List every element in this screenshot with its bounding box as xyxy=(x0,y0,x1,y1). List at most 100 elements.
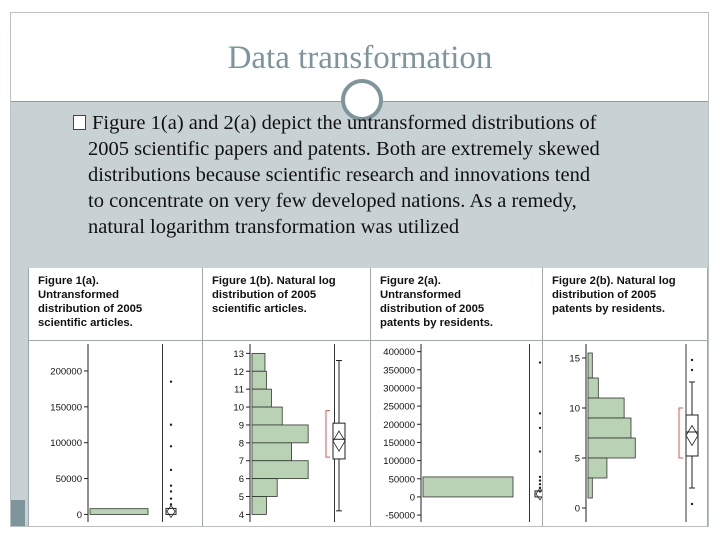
histogram-bar xyxy=(587,417,632,439)
y-tick-label: 10 xyxy=(569,404,580,415)
outlier-point xyxy=(169,380,173,383)
caption-line: scientific articles. xyxy=(38,317,133,329)
caption-line: Figure 2(b). Natural log xyxy=(552,275,676,287)
histogram-bar xyxy=(251,478,278,497)
outlier-point xyxy=(690,358,694,362)
figure-table: Figure 1(a). Untransformed distribution … xyxy=(28,268,708,526)
y-tick-label: 200000 xyxy=(50,366,82,377)
caption-line: Untransformed xyxy=(38,289,119,301)
figure-table-divider xyxy=(707,268,708,526)
figure-caption: Figure 2(b). Natural log distribution of… xyxy=(552,274,676,316)
left-accent-strip xyxy=(11,500,25,526)
outlier-point xyxy=(538,490,542,493)
slide-frame xyxy=(10,12,709,527)
figure-caption: Figure 2(a). Untransformed distribution … xyxy=(380,274,493,330)
density-bracket xyxy=(678,407,683,459)
y-tick-label: 100000 xyxy=(50,438,82,449)
figure-table-divider xyxy=(28,340,708,341)
y-tick-label: 300000 xyxy=(383,383,415,394)
histogram-bar xyxy=(587,397,625,419)
histogram-bar xyxy=(587,457,608,479)
caption-line: Untransformed xyxy=(380,289,461,301)
caption-line: Figure 2(a). xyxy=(380,275,441,287)
y-tick-label: 400000 xyxy=(383,347,415,358)
histogram-bar xyxy=(587,437,636,459)
figure-table-divider xyxy=(370,268,371,526)
outlier-point xyxy=(169,497,173,500)
figure-2a: Figure 2(a). Untransformed distribution … xyxy=(370,268,542,526)
caption-line: Figure 1(b). Natural log xyxy=(212,275,336,287)
caption-line: scientific articles. xyxy=(212,303,307,315)
y-tick-label: 50000 xyxy=(389,474,415,485)
chart-2b-svg: 15 10 5 0 xyxy=(569,344,699,522)
bullet-box-icon xyxy=(73,115,86,130)
y-tick-label: 12 xyxy=(233,367,244,378)
y-tick-label: 50000 xyxy=(56,474,82,485)
y-tick-label: 350000 xyxy=(383,365,415,376)
y-tick-label: 15 xyxy=(569,354,580,365)
bullet-line: to concentrate on very few developed nat… xyxy=(88,190,577,212)
outlier-point xyxy=(538,486,542,490)
chart-1a-svg: 200000 150000 100000 50000 0 xyxy=(50,344,177,522)
bullet-line: natural logarithm transformation was uti… xyxy=(88,216,460,238)
outlier-point xyxy=(538,450,542,453)
caption-line: patents by residents. xyxy=(380,317,494,329)
histogram-bar xyxy=(251,352,266,372)
outlier-point xyxy=(538,483,542,486)
outlier-point xyxy=(538,426,542,430)
chart-2a-svg: 400000 350000 300000 250000 200000 150000 1000… xyxy=(383,344,542,522)
outlier-point xyxy=(169,423,173,426)
caption-line: distribution of 2005 xyxy=(380,303,485,315)
histogram-bar xyxy=(251,424,309,444)
divider-circle-ornament xyxy=(341,79,383,121)
histogram-bar xyxy=(251,496,267,515)
histogram-bar xyxy=(587,352,593,379)
outlier-point xyxy=(169,445,173,448)
y-tick-label: 7 xyxy=(239,456,244,467)
caption-line: distribution of 2005 xyxy=(212,289,317,301)
figure-table-divider xyxy=(28,268,29,526)
slide-title: Data transformation xyxy=(227,40,493,76)
histogram-bar xyxy=(422,476,514,498)
caption-line: Figure 1(a). xyxy=(38,275,99,287)
boxplot-box xyxy=(332,422,346,460)
histogram-bar xyxy=(251,442,292,462)
y-tick-label: 250000 xyxy=(383,402,415,413)
y-tick-label: 0 xyxy=(575,504,580,515)
y-tick-label: 100000 xyxy=(383,456,415,467)
outlier-point xyxy=(169,490,173,493)
y-tick-label: 8 xyxy=(239,438,244,449)
figure-2b: Figure 2(b). Natural log distribution of… xyxy=(542,268,707,526)
y-tick-label: 5 xyxy=(575,454,580,465)
outlier-point xyxy=(538,412,542,415)
histogram-bar xyxy=(251,406,283,426)
chart-1b-svg: 13 12 11 10 9 8 7 6 5 4 xyxy=(233,344,346,522)
density-bracket xyxy=(325,410,330,458)
figure-1b: Figure 1(b). Natural log distribution of… xyxy=(202,268,370,526)
mean-diamond xyxy=(166,504,176,519)
mean-diamond xyxy=(332,430,346,452)
mean-diamond xyxy=(685,424,699,447)
bullet-text: Figure 1(a) and 2(a) depict the untransf… xyxy=(92,112,597,134)
y-tick-label: 0 xyxy=(410,492,415,503)
outlier-point xyxy=(538,479,542,482)
figure-table-divider xyxy=(542,268,543,526)
outlier-point xyxy=(169,503,173,506)
y-tick-label: 9 xyxy=(239,420,244,431)
bullet-paragraph: Figure 1(a) and 2(a) depict the untransf… xyxy=(73,110,678,240)
figure-caption: Figure 1(a). Untransformed distribution … xyxy=(38,274,142,330)
histogram-bar xyxy=(251,370,267,390)
y-tick-label: 10 xyxy=(233,403,244,414)
y-tick-label: 5 xyxy=(239,492,244,503)
histogram-bar xyxy=(89,508,149,515)
y-tick-label: 4 xyxy=(239,510,244,521)
outlier-point xyxy=(169,484,173,487)
figure-table-divider xyxy=(202,268,203,526)
figure-caption: Figure 1(b). Natural log distribution of… xyxy=(212,274,336,316)
histogram-bar xyxy=(587,377,599,399)
bullet-line: 2005 scientific papers and patents. Both… xyxy=(88,138,600,160)
outlier-point xyxy=(690,368,694,372)
caption-line: distribution of 2005 xyxy=(552,289,657,301)
y-tick-label: 150000 xyxy=(383,438,415,449)
outlier-point xyxy=(538,361,542,364)
